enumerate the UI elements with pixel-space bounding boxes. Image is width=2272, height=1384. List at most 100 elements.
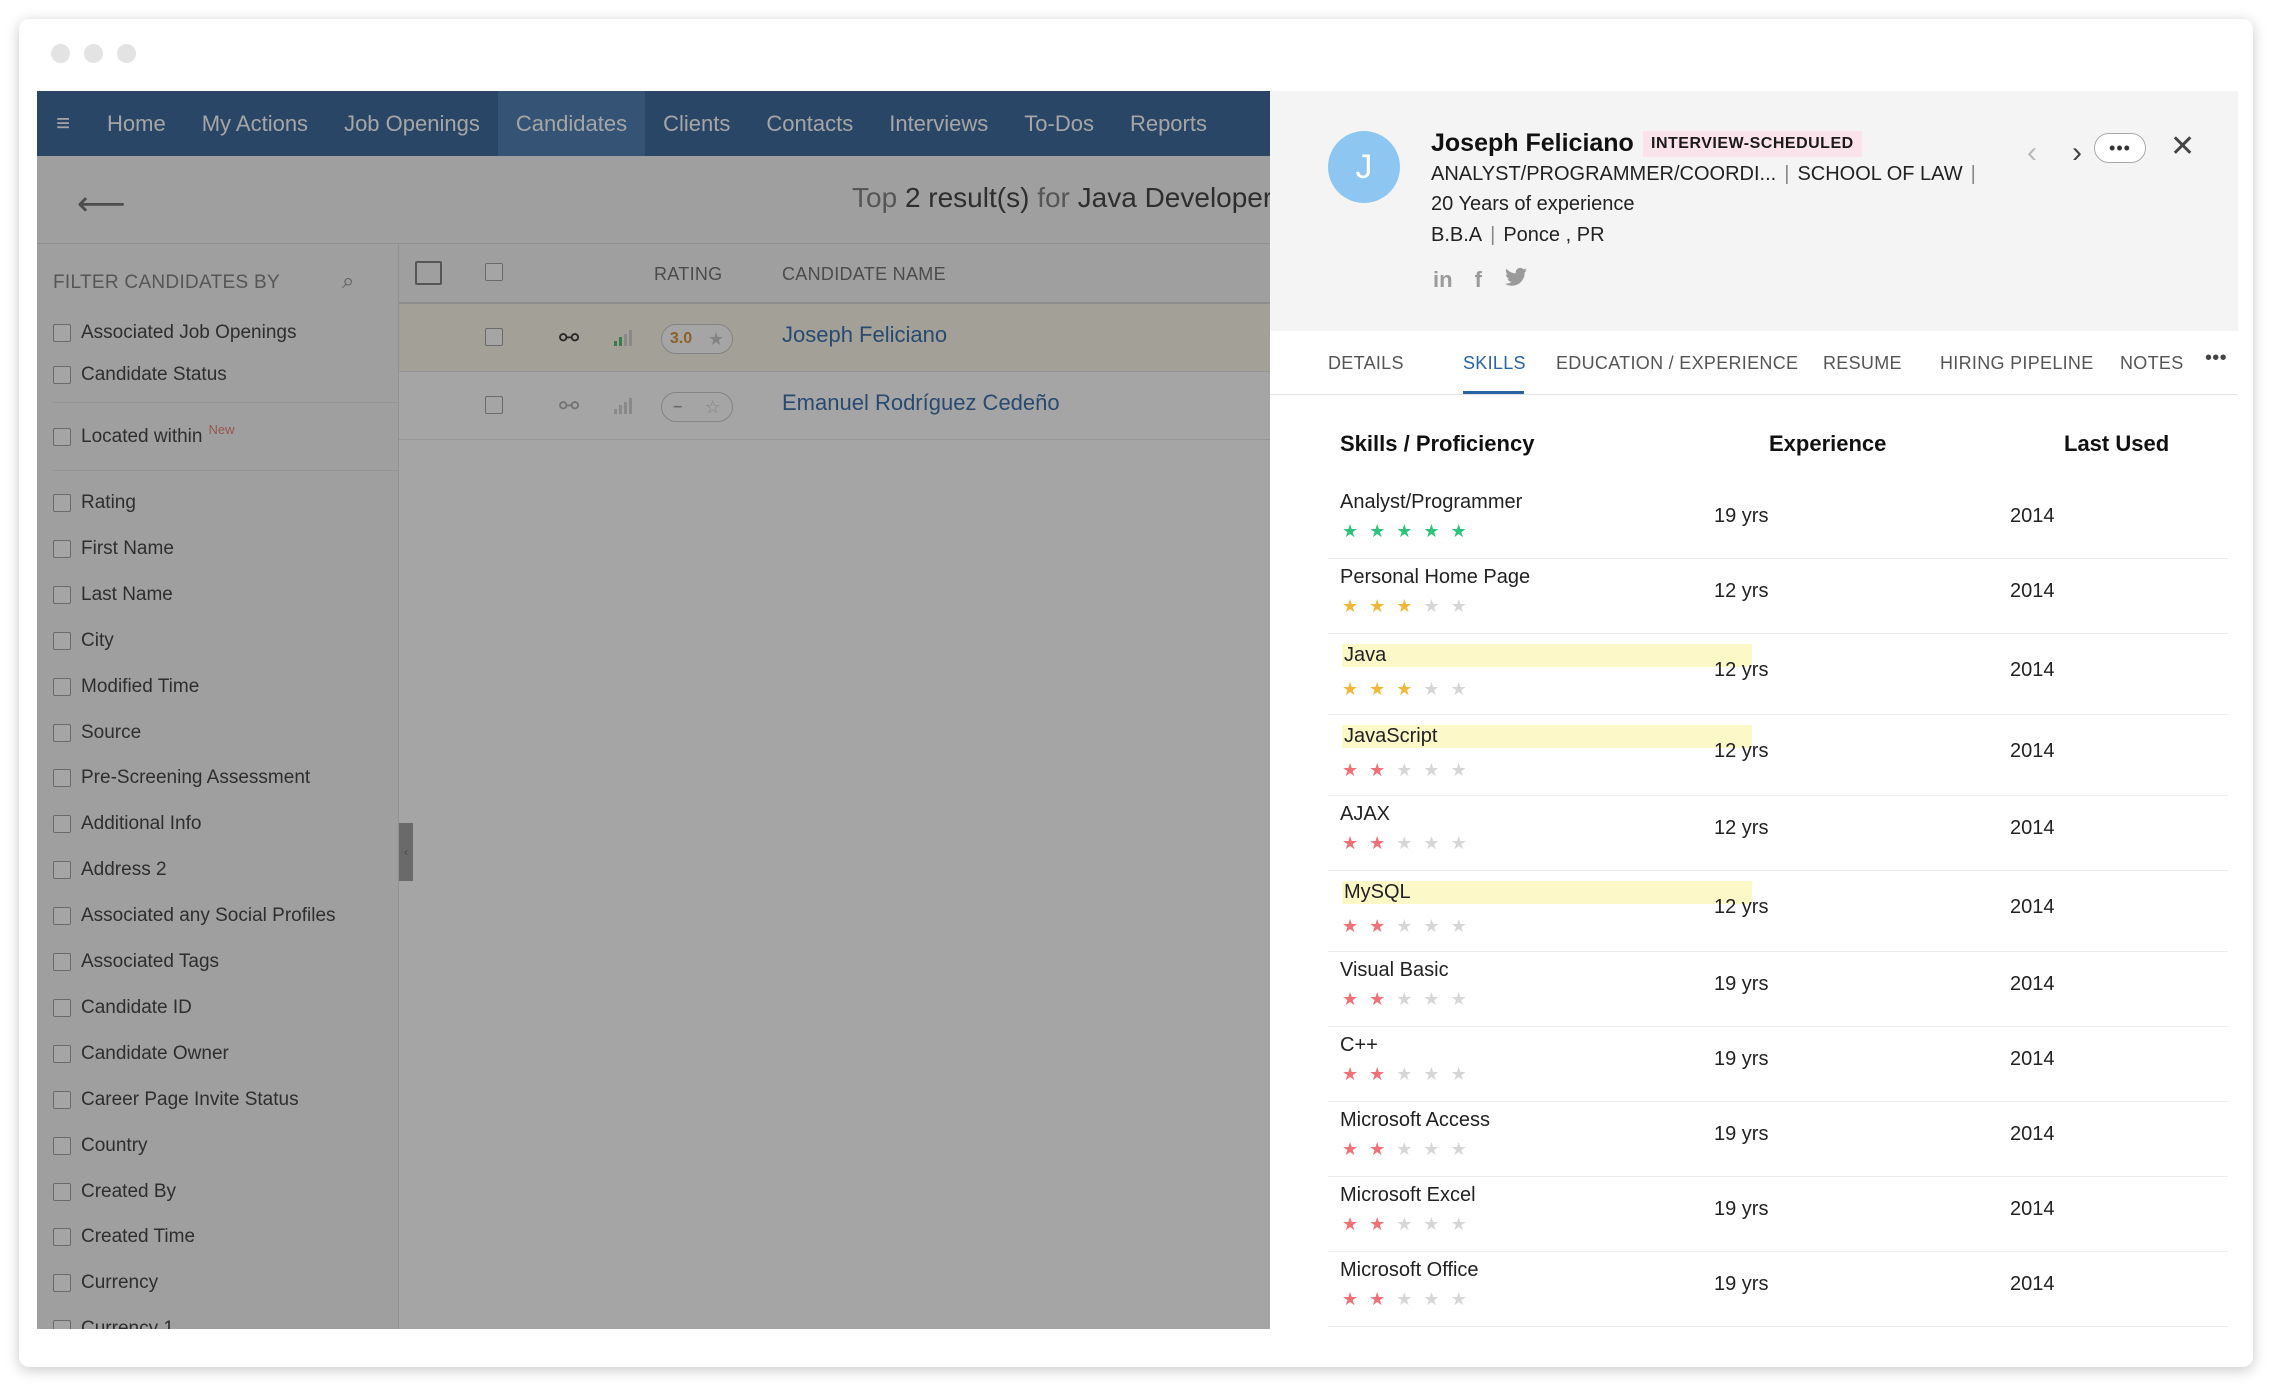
filter-candidate-status[interactable]: Candidate Status	[53, 364, 227, 386]
filter-label: Located within	[81, 426, 203, 447]
tab-details[interactable]: DETAILS	[1328, 353, 1404, 373]
checkbox[interactable]	[53, 1045, 71, 1063]
previous-arrow-icon[interactable]: ‹	[2027, 136, 2037, 169]
skill-last-used: 2014	[2010, 580, 2055, 602]
table-row[interactable]: ⚯ 3.0 ★ Joseph Feliciano	[399, 304, 1270, 372]
nav-clients[interactable]: Clients	[663, 110, 731, 136]
star-filled-icon: ★	[1369, 1289, 1386, 1309]
filter-field-item[interactable]: Address 2	[53, 859, 167, 881]
checkbox[interactable]	[53, 324, 71, 342]
filter-field-item[interactable]: Currency 1	[53, 1318, 174, 1329]
nav-job-openings[interactable]: Job Openings	[344, 110, 480, 136]
filter-field-item[interactable]: Rating	[53, 492, 136, 514]
hamburger-menu-icon[interactable]: ≡	[55, 109, 70, 137]
filter-field-item[interactable]: Created By	[53, 1181, 176, 1203]
window-minimize-dot[interactable]	[84, 44, 103, 63]
checkbox[interactable]	[53, 428, 71, 446]
nav-reports[interactable]: Reports	[1129, 110, 1207, 136]
close-icon[interactable]: ✕	[2170, 130, 2196, 163]
skill-last-used: 2014	[2010, 1273, 2055, 1295]
nav-candidates[interactable]: Candidates	[497, 91, 646, 156]
rating-badge[interactable]: – ☆	[661, 392, 733, 422]
filter-field-item[interactable]: Source	[53, 722, 141, 744]
more-options-button[interactable]: •••	[2094, 133, 2146, 163]
filter-field-item[interactable]: Modified Time	[53, 676, 199, 698]
checkbox[interactable]	[53, 1320, 71, 1329]
checkbox[interactable]	[53, 678, 71, 696]
tab-notes[interactable]: NOTES	[2120, 353, 2184, 373]
experience-column-header: Experience	[1769, 431, 1887, 456]
more-tabs-icon[interactable]: •••	[2205, 347, 2227, 369]
column-candidate-name[interactable]: CANDIDATE NAME	[782, 264, 946, 284]
checkbox[interactable]	[53, 366, 71, 384]
row-checkbox[interactable]	[485, 328, 503, 346]
facebook-icon[interactable]: f	[1474, 267, 1482, 292]
candidate-name-link[interactable]: Emanuel Rodríguez Cedeño	[782, 390, 1060, 415]
star-empty-icon: ★	[1396, 760, 1413, 780]
checkbox[interactable]	[53, 724, 71, 742]
nav-my-actions[interactable]: My Actions	[201, 110, 309, 136]
tab-skills[interactable]: SKILLS	[1463, 353, 1526, 373]
star-empty-icon: ★	[1423, 989, 1440, 1009]
window-controls	[51, 44, 136, 63]
column-chooser-icon[interactable]	[415, 261, 442, 285]
nav-contacts[interactable]: Contacts	[766, 110, 854, 136]
checkbox[interactable]	[53, 815, 71, 833]
candidate-name-link[interactable]: Joseph Feliciano	[782, 322, 948, 347]
tab-resume[interactable]: RESUME	[1823, 353, 1902, 373]
filter-field-item[interactable]: Candidate Owner	[53, 1043, 229, 1065]
binoculars-icon[interactable]: ⚯	[559, 325, 580, 352]
nav-to-dos[interactable]: To-Dos	[1024, 110, 1094, 136]
filter-field-item[interactable]: Additional Info	[53, 813, 201, 835]
checkbox[interactable]	[53, 1183, 71, 1201]
twitter-icon[interactable]	[1504, 267, 1528, 295]
window-maximize-dot[interactable]	[117, 44, 136, 63]
next-arrow-icon[interactable]: ›	[2072, 136, 2082, 169]
nav-home[interactable]: Home	[107, 110, 166, 136]
checkbox[interactable]	[53, 861, 71, 879]
skill-name: C++	[1340, 1034, 1378, 1056]
checkbox[interactable]	[53, 632, 71, 650]
star-empty-icon: ★	[1423, 1289, 1440, 1309]
nav-interviews[interactable]: Interviews	[889, 110, 989, 136]
filter-field-item[interactable]: City	[53, 630, 114, 652]
checkbox[interactable]	[53, 953, 71, 971]
filter-field-item[interactable]: Country	[53, 1135, 148, 1157]
filter-field-item[interactable]: Candidate ID	[53, 997, 192, 1019]
filter-search-icon[interactable]: ⌕	[342, 268, 355, 293]
checkbox[interactable]	[53, 1228, 71, 1246]
filter-field-item[interactable]: Career Page Invite Status	[53, 1089, 299, 1111]
sidebar-collapse-handle[interactable]: ‹	[399, 823, 413, 881]
row-checkbox[interactable]	[485, 396, 503, 414]
tab-hiring-pipeline[interactable]: HIRING PIPELINE	[1940, 353, 2094, 373]
checkbox[interactable]	[53, 586, 71, 604]
checkbox[interactable]	[53, 1274, 71, 1292]
checkbox[interactable]	[53, 494, 71, 512]
checkbox[interactable]	[53, 907, 71, 925]
checkbox[interactable]	[53, 540, 71, 558]
filter-field-item[interactable]: Last Name	[53, 584, 173, 606]
checkbox[interactable]	[53, 769, 71, 787]
filter-field-item[interactable]: Associated Tags	[53, 951, 219, 973]
checkbox[interactable]	[53, 999, 71, 1017]
rating-badge[interactable]: 3.0 ★	[661, 324, 733, 354]
filter-associated-job-openings[interactable]: Associated Job Openings	[53, 322, 296, 344]
checkbox[interactable]	[53, 1137, 71, 1155]
select-all-checkbox[interactable]	[485, 263, 503, 281]
filter-located-within[interactable]: Located within New	[53, 422, 234, 448]
star-empty-icon: ★	[1423, 1214, 1440, 1234]
binoculars-icon[interactable]: ⚯	[559, 393, 580, 420]
skill-experience: 19 yrs	[1714, 1198, 1769, 1220]
checkbox[interactable]	[53, 1091, 71, 1109]
back-arrow-icon[interactable]: ⟵	[77, 185, 126, 223]
filter-field-item[interactable]: Currency	[53, 1272, 158, 1294]
filter-field-item[interactable]: Pre-Screening Assessment	[53, 767, 310, 789]
tab-education-experience[interactable]: EDUCATION / EXPERIENCE	[1556, 353, 1799, 373]
table-row[interactable]: ⚯ – ☆ Emanuel Rodríguez Cedeño	[399, 372, 1270, 440]
window-close-dot[interactable]	[51, 44, 70, 63]
filter-field-item[interactable]: Associated any Social Profiles	[53, 905, 336, 927]
column-rating[interactable]: RATING	[654, 264, 723, 284]
linkedin-icon[interactable]: in	[1433, 267, 1453, 292]
filter-field-item[interactable]: Created Time	[53, 1226, 195, 1248]
filter-field-item[interactable]: First Name	[53, 538, 174, 560]
